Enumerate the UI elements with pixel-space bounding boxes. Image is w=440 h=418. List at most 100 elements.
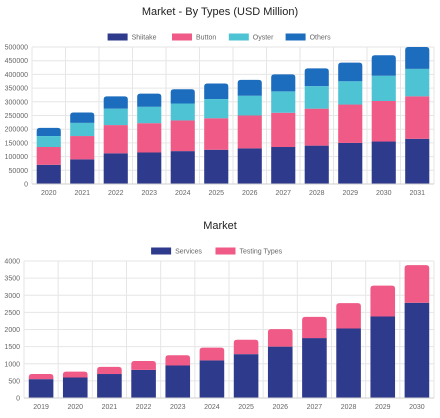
bar-testing-types-2025[interactable]	[233, 339, 259, 355]
bar-button-2029[interactable]	[338, 104, 363, 143]
bar-testing-types-2028[interactable]	[336, 303, 361, 329]
bar-shiitake-2029[interactable]	[338, 142, 363, 184]
bar-testing-types-2030[interactable]	[404, 265, 430, 303]
y-tick-label: 300000	[5, 99, 28, 106]
bar-services-2021[interactable]	[97, 374, 122, 398]
bar-services-2029[interactable]	[370, 316, 396, 398]
bar-testing-types-2020[interactable]	[62, 371, 88, 378]
y-tick-label: 200000	[5, 127, 28, 134]
x-tick-label: 2027	[307, 404, 323, 411]
bar-oyster-2023[interactable]	[137, 106, 162, 124]
bar-others-2020[interactable]	[36, 127, 61, 137]
bar-button-2030[interactable]	[371, 100, 396, 142]
y-tick-label: 0	[24, 182, 28, 189]
bar-button-2020[interactable]	[36, 147, 61, 165]
bar-testing-types-2019[interactable]	[28, 374, 54, 380]
x-tick-label: 2022	[136, 404, 152, 411]
chart-title: Market - By Types (USD Million)	[142, 6, 298, 18]
bar-services-2024[interactable]	[199, 360, 225, 398]
bar-others-2022[interactable]	[103, 96, 128, 109]
bar-shiitake-2023[interactable]	[137, 152, 162, 184]
legend-swatch-others	[285, 33, 306, 41]
bar-others-2028[interactable]	[304, 68, 329, 87]
bar-shiitake-2022[interactable]	[103, 153, 128, 184]
bar-others-2027[interactable]	[271, 74, 296, 92]
bar-services-2023[interactable]	[165, 365, 191, 398]
bar-services-2026[interactable]	[267, 346, 293, 398]
bar-services-2020[interactable]	[62, 377, 88, 398]
x-tick-label: 2019	[33, 404, 49, 411]
bar-services-2019[interactable]	[28, 379, 54, 398]
bar-button-2027[interactable]	[271, 112, 296, 148]
bar-shiitake-2027[interactable]	[271, 147, 296, 184]
bar-button-2022[interactable]	[103, 125, 128, 154]
bar-others-2021[interactable]	[70, 112, 95, 123]
bar-services-2022[interactable]	[131, 369, 156, 398]
bar-shiitake-2021[interactable]	[70, 159, 95, 184]
bar-testing-types-2023[interactable]	[165, 355, 191, 366]
legend-item-services[interactable]: Services	[151, 247, 202, 256]
bar-shiitake-2028[interactable]	[304, 145, 329, 184]
bar-services-2030[interactable]	[404, 302, 430, 398]
bar-button-2023[interactable]	[137, 123, 162, 153]
bar-shiitake-2026[interactable]	[237, 148, 262, 184]
y-tick-label: 350000	[5, 86, 28, 93]
bar-oyster-2022[interactable]	[103, 108, 128, 126]
bar-button-2028[interactable]	[304, 108, 329, 146]
bar-oyster-2028[interactable]	[304, 86, 329, 109]
x-tick-label: 2030	[376, 190, 392, 197]
bar-others-2026[interactable]	[237, 79, 262, 96]
bar-others-2023[interactable]	[137, 93, 162, 107]
bar-shiitake-2024[interactable]	[170, 151, 195, 184]
y-tick-label: 500000	[5, 45, 28, 52]
bar-button-2031[interactable]	[405, 96, 430, 139]
bar-others-2024[interactable]	[170, 89, 195, 104]
y-tick-label: 1000	[4, 361, 20, 368]
legend-item-shiitake[interactable]: Shiitake	[107, 33, 157, 42]
bar-oyster-2027[interactable]	[271, 91, 296, 113]
bar-testing-types-2026[interactable]	[267, 329, 293, 347]
bar-shiitake-2030[interactable]	[371, 141, 396, 184]
x-tick-label: 2021	[74, 190, 90, 197]
bar-oyster-2020[interactable]	[36, 136, 61, 148]
bar-others-2029[interactable]	[338, 62, 363, 82]
x-tick-label: 2030	[409, 404, 425, 411]
bar-others-2031[interactable]	[405, 47, 430, 69]
bar-button-2026[interactable]	[237, 115, 262, 149]
y-tick-label: 50000	[9, 168, 29, 175]
types-market-chart-svg: Market - By Types (USD Million) Shiitake B…	[5, 6, 435, 197]
legend-item-oyster[interactable]: Oyster	[228, 33, 274, 42]
bar-others-2025[interactable]	[204, 83, 229, 100]
bar-services-2025[interactable]	[233, 354, 259, 398]
bar-shiitake-2020[interactable]	[36, 164, 61, 184]
bar-oyster-2025[interactable]	[204, 99, 229, 119]
bar-testing-types-2027[interactable]	[302, 316, 327, 339]
y-tick-label: 100000	[5, 154, 28, 161]
legend-item-others[interactable]: Others	[285, 33, 332, 42]
bar-oyster-2030[interactable]	[371, 75, 396, 101]
bar-services-2028[interactable]	[336, 328, 361, 398]
bar-button-2024[interactable]	[170, 120, 195, 152]
y-tick-label: 400000	[5, 72, 28, 79]
legend-item-testing-types[interactable]: Testing Types	[215, 247, 283, 256]
services-market-chart: Market Services Testing Types 0 500 1000 1500 2…	[0, 208, 440, 418]
x-tick-label: 2023	[170, 404, 186, 411]
legend-label: Button	[196, 35, 216, 42]
bar-testing-types-2021[interactable]	[97, 366, 122, 375]
bar-oyster-2029[interactable]	[338, 81, 363, 105]
legend-item-button[interactable]: Button	[172, 33, 216, 42]
bar-shiitake-2031[interactable]	[405, 138, 430, 184]
bar-oyster-2021[interactable]	[70, 122, 95, 137]
bar-oyster-2031[interactable]	[405, 68, 430, 97]
bar-button-2021[interactable]	[70, 136, 95, 160]
bar-button-2025[interactable]	[204, 118, 229, 150]
bar-testing-types-2024[interactable]	[199, 347, 225, 361]
bar-shiitake-2025[interactable]	[204, 149, 229, 184]
bar-testing-types-2029[interactable]	[370, 285, 396, 317]
bar-oyster-2026[interactable]	[237, 95, 262, 116]
bar-others-2030[interactable]	[371, 55, 396, 76]
bar-services-2027[interactable]	[302, 338, 327, 398]
bar-testing-types-2022[interactable]	[131, 361, 156, 370]
legend-label: Oyster	[253, 35, 274, 42]
bar-oyster-2024[interactable]	[170, 103, 195, 121]
